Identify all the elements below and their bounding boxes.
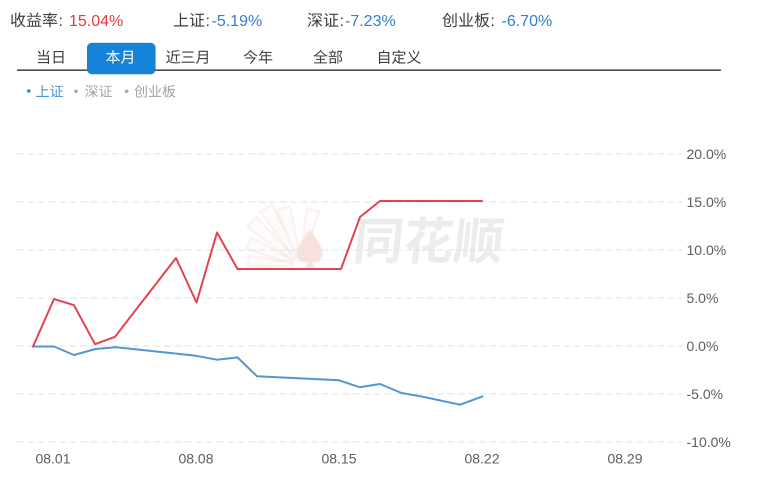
svg-text:15.04%: 15.04% (69, 13, 123, 30)
svg-text:08.08: 08.08 (178, 451, 213, 467)
svg-text:-7.23%: -7.23% (345, 13, 396, 30)
svg-text:08.15: 08.15 (321, 451, 356, 467)
svg-text:5.0%: 5.0% (687, 290, 719, 306)
svg-text:08.22: 08.22 (464, 451, 499, 467)
svg-text:20.0%: 20.0% (687, 146, 727, 162)
svg-text:-5.0%: -5.0% (687, 386, 724, 402)
svg-text:10.0%: 10.0% (687, 242, 727, 258)
svg-text::: : (206, 13, 210, 30)
svg-text:-6.70%: -6.70% (502, 13, 553, 30)
svg-text::: : (59, 13, 63, 30)
svg-text::: : (340, 13, 344, 30)
svg-text:08.29: 08.29 (607, 451, 642, 467)
svg-text:-10.0%: -10.0% (687, 434, 731, 450)
svg-text:0.0%: 0.0% (687, 338, 719, 354)
svg-text:08.01: 08.01 (35, 451, 70, 467)
svg-text::: : (491, 13, 495, 30)
svg-text:-5.19%: -5.19% (212, 13, 263, 30)
svg-text:15.0%: 15.0% (687, 194, 727, 210)
